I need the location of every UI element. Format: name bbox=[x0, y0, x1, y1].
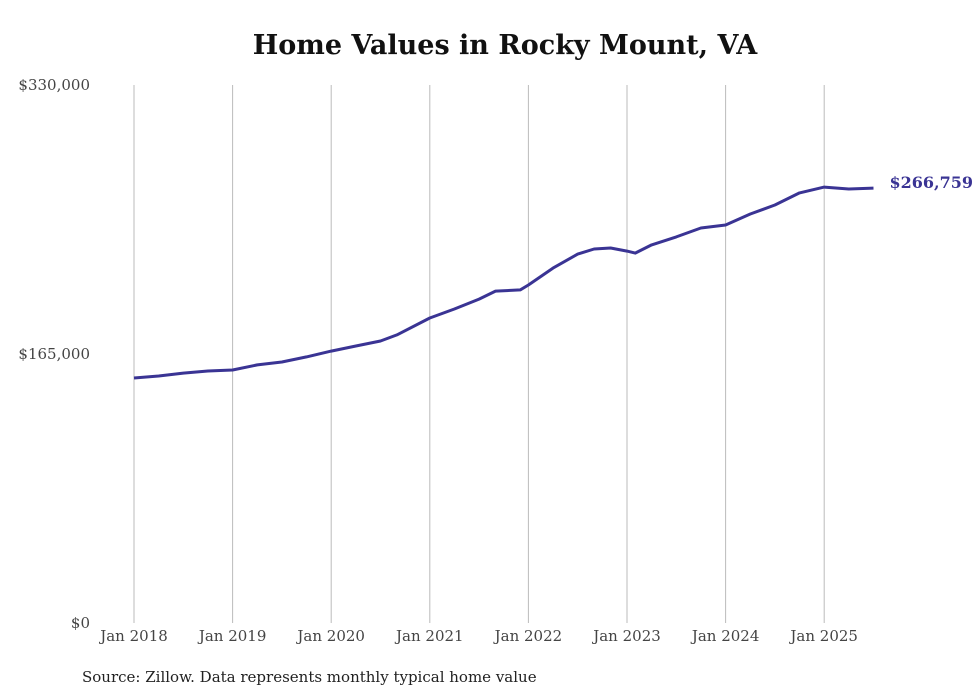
chart-title: Home Values in Rocky Mount, VA bbox=[252, 30, 758, 61]
end-value-label: $266,759 bbox=[890, 173, 974, 192]
x-tick-label: Jan 2020 bbox=[295, 627, 365, 645]
x-tick-label: Jan 2022 bbox=[493, 627, 563, 645]
x-tick-label: Jan 2019 bbox=[197, 627, 267, 645]
x-tick-label: Jan 2025 bbox=[788, 627, 858, 645]
source-note: Source: Zillow. Data represents monthly … bbox=[82, 668, 537, 686]
y-tick-label: $165,000 bbox=[18, 345, 90, 363]
x-tick-label: Jan 2023 bbox=[591, 627, 661, 645]
x-tick-label: Jan 2024 bbox=[690, 627, 760, 645]
series-line bbox=[133, 185, 874, 380]
y-tick-label: $330,000 bbox=[18, 76, 90, 94]
x-tick-label: Jan 2021 bbox=[394, 627, 464, 645]
y-tick-label: $0 bbox=[71, 614, 90, 632]
x-tick-label: Jan 2018 bbox=[98, 627, 168, 645]
